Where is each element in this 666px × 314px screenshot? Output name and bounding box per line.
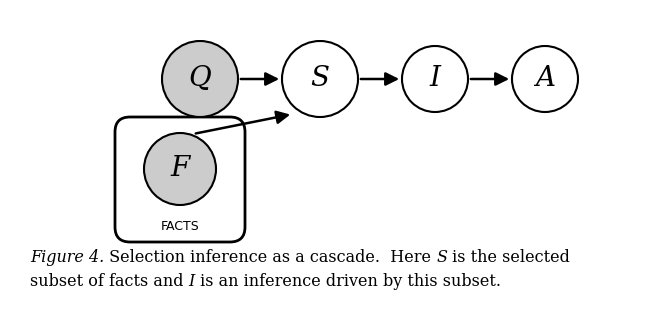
Circle shape [512, 46, 578, 112]
Circle shape [402, 46, 468, 112]
Text: Q: Q [188, 66, 211, 93]
Circle shape [144, 133, 216, 205]
Text: A: A [535, 66, 555, 93]
Text: I: I [188, 273, 195, 290]
Circle shape [162, 41, 238, 117]
Text: Figure 4.: Figure 4. [30, 249, 105, 266]
Text: S: S [310, 66, 330, 93]
Text: is the selected: is the selected [448, 249, 570, 266]
FancyBboxPatch shape [115, 117, 245, 242]
Text: S: S [436, 249, 448, 266]
Text: is an inference driven by this subset.: is an inference driven by this subset. [195, 273, 501, 290]
Text: Selection inference as a cascade.  Here: Selection inference as a cascade. Here [105, 249, 436, 266]
Text: I: I [430, 66, 440, 93]
Text: subset of facts and: subset of facts and [30, 273, 188, 290]
Text: FACTS: FACTS [161, 219, 199, 232]
Circle shape [282, 41, 358, 117]
Text: F: F [170, 155, 190, 182]
